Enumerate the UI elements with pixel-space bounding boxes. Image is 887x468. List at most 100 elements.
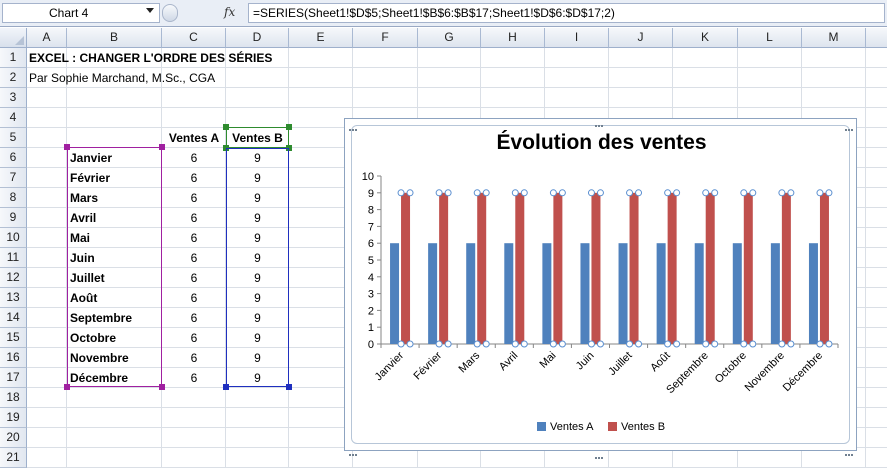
cell-ventes-a[interactable]: 6 xyxy=(190,231,198,245)
selection-marker[interactable] xyxy=(673,189,681,197)
selection-marker[interactable] xyxy=(816,189,824,197)
selection-marker[interactable] xyxy=(825,189,833,197)
selection-marker[interactable] xyxy=(664,340,672,348)
cell-month[interactable]: Juin xyxy=(70,251,95,265)
bar-ventes-b[interactable] xyxy=(477,192,487,344)
name-box[interactable]: Chart 4 xyxy=(2,3,160,23)
selection-marker[interactable] xyxy=(397,189,405,197)
selection-marker[interactable] xyxy=(596,189,604,197)
chart-resize-handle[interactable] xyxy=(845,120,857,131)
cell-ventes-a[interactable]: 6 xyxy=(190,331,198,345)
bar-ventes-a[interactable] xyxy=(732,243,742,344)
chart-resize-handle[interactable] xyxy=(349,445,361,456)
selection-marker[interactable] xyxy=(444,340,452,348)
range-handle[interactable] xyxy=(159,384,165,390)
cell-ventes-b[interactable]: 9 xyxy=(254,171,261,185)
cell-month[interactable]: Avril xyxy=(70,211,97,225)
bar-ventes-a[interactable] xyxy=(580,243,590,344)
chart-plot[interactable]: 0 1 2 3 4 5 6 7 8 9 10 Janvier Février Mars Avril Mai Ju… xyxy=(345,119,858,452)
cell-month[interactable]: Février xyxy=(70,171,111,185)
bar-ventes-b[interactable] xyxy=(819,192,829,344)
row-header-16[interactable]: 16 xyxy=(0,348,27,368)
formula-input[interactable]: =SERIES(Sheet1!$D$5;Sheet1!$B$6:$B$17;Sh… xyxy=(248,3,885,23)
bar-ventes-a[interactable] xyxy=(656,243,666,344)
column-header-i[interactable]: I xyxy=(545,28,609,48)
cell-month[interactable]: Mars xyxy=(70,191,99,205)
cell-month[interactable]: Novembre xyxy=(70,351,129,365)
row-header-3[interactable]: 3 xyxy=(0,88,27,108)
legend-item-series-a[interactable]: Ventes A xyxy=(537,421,593,433)
range-handle[interactable] xyxy=(286,145,292,151)
selection-marker[interactable] xyxy=(635,340,643,348)
column-header-f[interactable]: F xyxy=(353,28,418,48)
selection-marker[interactable] xyxy=(749,189,757,197)
cell-ventes-a[interactable]: 6 xyxy=(190,291,198,305)
cell-d5-header[interactable]: Ventes B xyxy=(232,131,283,145)
row-header-19[interactable]: 19 xyxy=(0,408,27,428)
selection-marker[interactable] xyxy=(435,340,443,348)
selection-marker[interactable] xyxy=(816,340,824,348)
selection-marker[interactable] xyxy=(702,189,710,197)
selection-marker[interactable] xyxy=(626,189,634,197)
selection-marker[interactable] xyxy=(825,340,833,348)
column-header-k[interactable]: K xyxy=(673,28,738,48)
row-header-17[interactable]: 17 xyxy=(0,368,27,388)
selection-marker[interactable] xyxy=(778,189,786,197)
column-header-overflow[interactable] xyxy=(866,28,887,48)
selection-marker[interactable] xyxy=(749,340,757,348)
cell-month[interactable]: Octobre xyxy=(70,331,117,345)
row-header-5[interactable]: 5 xyxy=(0,128,27,148)
selection-marker[interactable] xyxy=(520,189,528,197)
cell-ventes-b[interactable]: 9 xyxy=(254,331,261,345)
cell-month[interactable]: Juillet xyxy=(70,271,105,285)
column-header-c[interactable]: C xyxy=(162,28,226,48)
column-header-d[interactable]: D xyxy=(226,28,289,48)
selection-marker[interactable] xyxy=(673,340,681,348)
cell-ventes-b[interactable]: 9 xyxy=(254,151,261,165)
cell-ventes-a[interactable]: 6 xyxy=(190,311,198,325)
selection-marker[interactable] xyxy=(482,189,490,197)
column-header-e[interactable]: E xyxy=(289,28,353,48)
bar-ventes-b[interactable] xyxy=(743,192,753,344)
selection-marker[interactable] xyxy=(549,189,557,197)
range-handle[interactable] xyxy=(286,384,292,390)
row-header-13[interactable]: 13 xyxy=(0,288,27,308)
bar-ventes-b[interactable] xyxy=(401,192,411,344)
row-header-2[interactable]: 2 xyxy=(0,68,27,88)
row-header-4[interactable]: 4 xyxy=(0,108,27,128)
selection-marker[interactable] xyxy=(444,189,452,197)
selection-marker[interactable] xyxy=(787,189,795,197)
cell-ventes-a[interactable]: 6 xyxy=(190,191,198,205)
row-header-8[interactable]: 8 xyxy=(0,188,27,208)
bar-ventes-b[interactable] xyxy=(629,192,639,344)
cell-month[interactable]: Septembre xyxy=(70,311,133,325)
column-header-j[interactable]: J xyxy=(609,28,673,48)
selection-marker[interactable] xyxy=(406,189,414,197)
column-header-m[interactable]: M xyxy=(802,28,866,48)
selection-marker[interactable] xyxy=(473,340,481,348)
selection-marker[interactable] xyxy=(558,189,566,197)
row-header-15[interactable]: 15 xyxy=(0,328,27,348)
cell-month[interactable]: Mai xyxy=(70,231,91,245)
selection-marker[interactable] xyxy=(626,340,634,348)
select-all-button[interactable] xyxy=(0,28,27,48)
selection-marker[interactable] xyxy=(435,189,443,197)
cell-ventes-b[interactable]: 9 xyxy=(254,351,261,365)
bar-ventes-a[interactable] xyxy=(618,243,628,344)
cell-ventes-a[interactable]: 6 xyxy=(190,271,198,285)
selection-marker[interactable] xyxy=(587,189,595,197)
row-header-10[interactable]: 10 xyxy=(0,228,27,248)
chart-resize-handle[interactable] xyxy=(595,448,607,459)
column-header-a[interactable]: A xyxy=(27,28,67,48)
cell-a2-author[interactable]: Par Sophie Marchand, M.Sc., CGA xyxy=(29,71,216,85)
selection-marker[interactable] xyxy=(740,189,748,197)
range-handle[interactable] xyxy=(286,124,292,130)
chart-resize-handle[interactable] xyxy=(349,120,361,131)
cell-month[interactable]: Août xyxy=(70,291,98,305)
bar-ventes-a[interactable] xyxy=(808,243,818,344)
selection-marker[interactable] xyxy=(520,340,528,348)
selection-marker[interactable] xyxy=(740,340,748,348)
range-handle[interactable] xyxy=(223,384,229,390)
bar-ventes-b[interactable] xyxy=(591,192,601,344)
bar-ventes-b[interactable] xyxy=(439,192,449,344)
